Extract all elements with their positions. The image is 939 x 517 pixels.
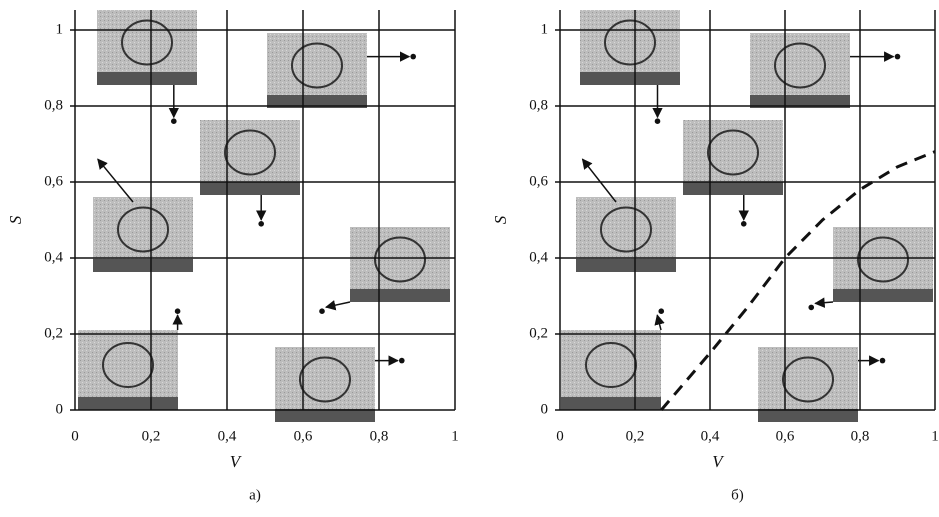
x-axis-label: V: [712, 452, 725, 471]
photo-base: [93, 259, 193, 272]
point: [175, 308, 181, 314]
x-tick-label: 0: [71, 428, 79, 444]
y-axis-label: S: [6, 215, 25, 224]
y-tick-label: 0,4: [529, 249, 548, 265]
x-tick-label: 0,8: [851, 428, 870, 444]
arrow: [657, 315, 661, 330]
y-tick-label: 0,4: [44, 249, 63, 265]
photo-base: [683, 182, 783, 195]
x-tick-label: 0,6: [294, 428, 313, 444]
y-tick-label: 0,8: [44, 97, 63, 113]
arrow: [326, 302, 350, 307]
point: [880, 358, 886, 364]
point: [741, 221, 747, 227]
x-tick-label: 0,8: [370, 428, 389, 444]
photo-base: [576, 259, 676, 272]
y-tick-label: 1: [541, 21, 549, 37]
point: [808, 305, 814, 311]
photo-base: [275, 409, 375, 422]
x-tick-label: 0,2: [626, 428, 645, 444]
y-tick-label: 1: [56, 21, 64, 37]
y-tick-label: 0,6: [44, 173, 63, 189]
x-axis-label: V: [230, 452, 243, 471]
photo-base: [200, 182, 300, 195]
photo-base: [97, 72, 197, 85]
y-tick-label: 0,2: [44, 325, 63, 341]
y-axis-label: S: [491, 215, 510, 224]
caption: б): [731, 487, 744, 503]
caption: а): [249, 487, 261, 503]
arrow: [98, 159, 133, 202]
y-tick-label: 0: [541, 401, 549, 417]
x-tick-label: 1: [451, 428, 459, 444]
photo-base: [350, 289, 450, 302]
x-tick-label: 0,2: [142, 428, 161, 444]
photo-base: [580, 72, 680, 85]
photo-base: [758, 409, 858, 422]
point: [658, 308, 664, 314]
point: [171, 118, 177, 124]
x-tick-label: 0,4: [218, 428, 237, 444]
point: [655, 118, 661, 124]
point: [895, 54, 901, 60]
photo-base: [833, 289, 933, 302]
point: [410, 54, 416, 60]
x-tick-label: 1: [931, 428, 939, 444]
x-tick-label: 0,6: [776, 428, 795, 444]
point: [319, 308, 325, 314]
figure: 0 0,2 0,4 0,6 0,8 1 0 0,2 0,4 0,6 0,8 1 V Sа) 0 0,2 0,4 0…: [0, 0, 939, 512]
photo-base: [561, 397, 661, 410]
y-tick-label: 0,6: [529, 173, 548, 189]
x-tick-label: 0: [556, 428, 564, 444]
y-tick-label: 0,8: [529, 97, 548, 113]
arrow: [583, 159, 617, 202]
x-tick-label: 0,4: [701, 428, 720, 444]
y-tick-label: 0,2: [529, 325, 548, 341]
photo-base: [78, 397, 178, 410]
point: [399, 358, 405, 364]
y-tick-label: 0: [56, 401, 64, 417]
arrow: [815, 302, 833, 303]
point: [258, 221, 264, 227]
